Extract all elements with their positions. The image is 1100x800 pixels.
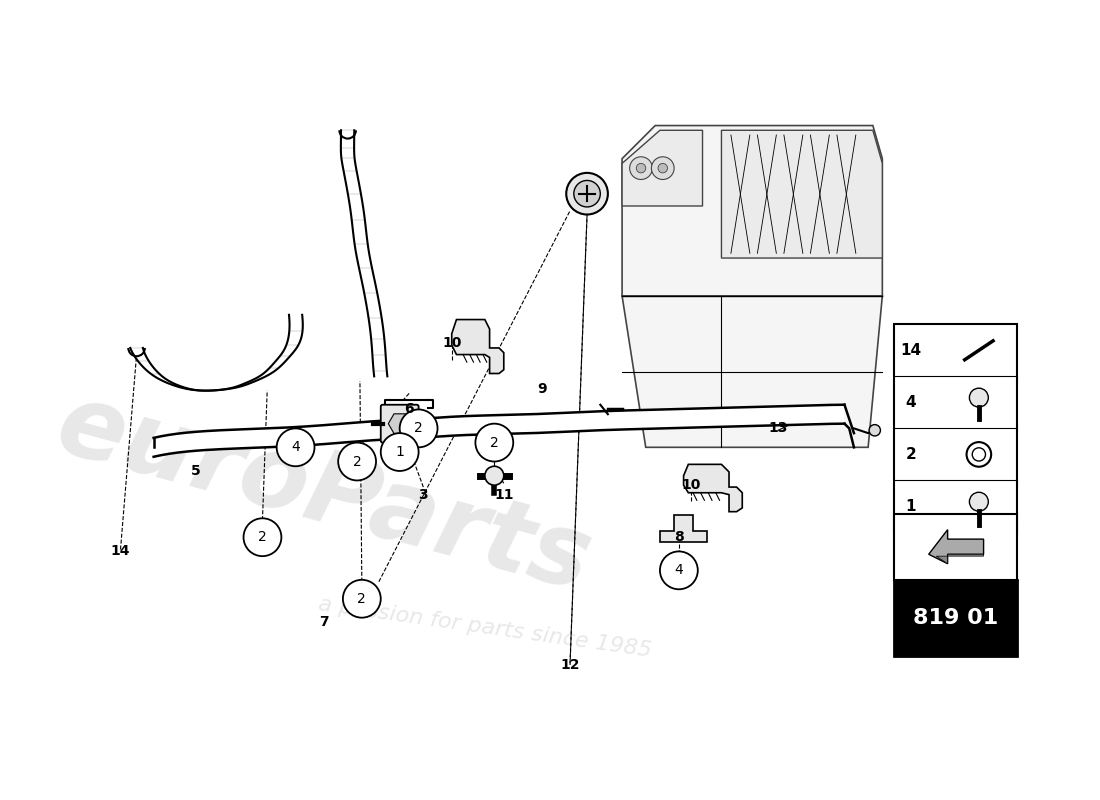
Text: 4: 4 (674, 563, 683, 578)
Polygon shape (660, 515, 707, 542)
Polygon shape (683, 464, 743, 512)
Polygon shape (722, 130, 882, 258)
Circle shape (658, 163, 668, 173)
Circle shape (969, 388, 988, 407)
Polygon shape (623, 296, 882, 447)
Text: 6: 6 (405, 402, 414, 417)
Text: 10: 10 (442, 336, 461, 350)
Circle shape (566, 173, 608, 214)
Text: 5: 5 (191, 464, 201, 478)
Polygon shape (623, 130, 703, 206)
Text: 2: 2 (415, 422, 424, 435)
Text: 7: 7 (319, 615, 329, 630)
Circle shape (399, 410, 438, 447)
Text: 2: 2 (258, 530, 267, 544)
Circle shape (629, 157, 652, 179)
Text: 14: 14 (111, 545, 130, 558)
Circle shape (969, 492, 988, 511)
Circle shape (967, 442, 991, 466)
Circle shape (243, 518, 282, 556)
Bar (893, 324, 1016, 533)
Circle shape (381, 433, 419, 471)
Text: 1: 1 (905, 499, 916, 514)
Text: 1: 1 (395, 445, 404, 459)
FancyBboxPatch shape (381, 405, 419, 442)
Text: 13: 13 (769, 422, 788, 435)
Circle shape (636, 163, 646, 173)
Text: 10: 10 (682, 478, 701, 492)
Text: 8: 8 (674, 530, 684, 544)
Text: 819 01: 819 01 (913, 608, 998, 628)
Circle shape (651, 157, 674, 179)
Circle shape (343, 580, 381, 618)
Circle shape (475, 424, 514, 462)
Polygon shape (623, 126, 882, 296)
Polygon shape (936, 554, 983, 564)
Text: 4: 4 (292, 440, 300, 454)
Circle shape (338, 442, 376, 481)
Text: 12: 12 (560, 658, 580, 672)
Bar (893, 514, 1016, 580)
Text: a passion for parts since 1985: a passion for parts since 1985 (317, 594, 652, 661)
Circle shape (660, 551, 697, 590)
Circle shape (869, 425, 880, 436)
Text: 4: 4 (905, 395, 916, 410)
Text: 11: 11 (494, 488, 514, 502)
Text: 3: 3 (418, 488, 428, 502)
Text: 2: 2 (353, 454, 362, 469)
Circle shape (277, 428, 315, 466)
Text: euroParts: euroParts (46, 377, 602, 613)
Polygon shape (452, 319, 504, 374)
Circle shape (485, 466, 504, 485)
Text: 9: 9 (537, 382, 547, 396)
Text: 14: 14 (900, 343, 922, 358)
Text: 2: 2 (490, 435, 498, 450)
Polygon shape (928, 530, 983, 564)
Bar (893, 580, 1016, 655)
Text: 2: 2 (358, 592, 366, 606)
Circle shape (972, 448, 986, 461)
Circle shape (574, 181, 601, 207)
Text: 2: 2 (905, 447, 916, 462)
Polygon shape (388, 414, 411, 434)
